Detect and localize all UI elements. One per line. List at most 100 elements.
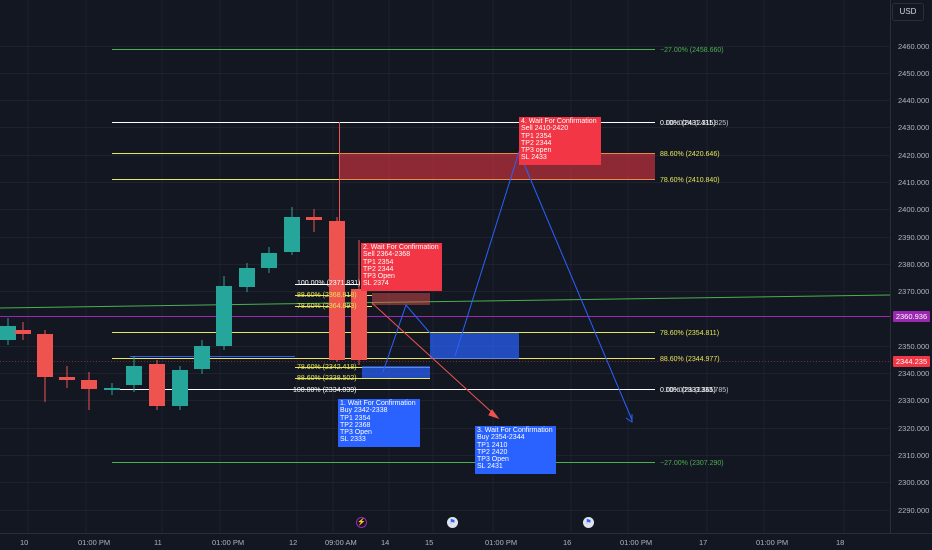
price-axis-label: 2370.000 xyxy=(898,287,929,296)
trend-line xyxy=(0,294,891,309)
fib-label: 88.60% (2338.502) xyxy=(297,375,357,382)
price-axis-labels: 2460.000 2450.000 2440.000 2430.000 2420.000… xyxy=(898,42,929,515)
sell-zone-mid[interactable] xyxy=(372,293,430,305)
time-axis-label: 16 xyxy=(563,538,571,547)
price-axis-label: 2440.000 xyxy=(898,96,929,105)
fib-label: 100.00% (2371.831) xyxy=(297,280,360,287)
fib-label: 0.00% (2431.315) xyxy=(660,120,716,127)
time-axis-label: 14 xyxy=(381,538,389,547)
bear-candle xyxy=(306,217,322,220)
time-axis-labels: 10 01:00 PM 11 01:00 PM 12 09:00 AM 14 15 01:00 … xyxy=(20,538,844,547)
price-scale[interactable] xyxy=(890,0,932,533)
time-axis-label: 01:00 PM xyxy=(485,538,517,547)
buy-zone-right[interactable] xyxy=(430,333,519,359)
annotation-line: TP2 2344 xyxy=(363,265,394,273)
bear-candle xyxy=(59,377,75,380)
annotation-line: TP2 2420 xyxy=(477,448,508,456)
time-axis-label: 01:00 PM xyxy=(756,538,788,547)
time-axis-label: 12 xyxy=(289,538,297,547)
annotation-line: Sell 2410-2420 xyxy=(521,125,569,133)
bear-candle xyxy=(329,221,345,360)
price-axis-label: 2310.000 xyxy=(898,451,929,460)
annotation-line: TP3 open xyxy=(521,147,552,155)
annotation-line: Buy 2354-2344 xyxy=(477,434,525,442)
annotation-line: TP1 2354 xyxy=(521,132,552,140)
price-axis-label: 2430.000 xyxy=(898,123,929,132)
bear-candle xyxy=(351,289,367,360)
annotation-line: 1. Wait For Confirmation xyxy=(340,400,416,407)
bull-candle xyxy=(0,326,16,340)
fib-label: 88.60% (2368.818) xyxy=(297,292,357,299)
bear-candle xyxy=(81,380,97,389)
annotation-line: TP1 2354 xyxy=(340,414,371,422)
lightning-icon[interactable]: ⚡ xyxy=(356,517,367,528)
time-axis-label: 01:00 PM xyxy=(212,538,244,547)
price-axis-label: 2400.000 xyxy=(898,205,929,214)
fib-label: 78.60% (2354.811) xyxy=(660,330,719,337)
time-axis-label: 10 xyxy=(20,538,28,547)
fib-label: 100.00% (2431.825) xyxy=(665,120,728,127)
annotation-line: SL 2374 xyxy=(363,280,389,288)
time-axis-label: 18 xyxy=(836,538,844,547)
sell-zone-upper[interactable] xyxy=(339,153,655,180)
price-axis-label: 2340.000 xyxy=(898,369,929,378)
annotation-line: SL 2433 xyxy=(521,154,547,162)
bear-candle xyxy=(37,334,53,377)
price-axis-label: 2290.000 xyxy=(898,506,929,515)
annotation-line: TP1 2410 xyxy=(477,441,508,449)
annotation-line: TP3 Open xyxy=(363,273,395,281)
fib-label: 88.60% (2344.977) xyxy=(660,356,720,363)
fib-label: 100.00% (2333.785) xyxy=(665,387,728,394)
annotation-line: SL 2431 xyxy=(477,463,503,471)
bull-candle xyxy=(239,268,255,287)
annotation-line: TP1 2354 xyxy=(363,258,394,266)
fib-label: 0.00% (2333.365) xyxy=(660,387,716,394)
fib-label: −27.00% (2458.660) xyxy=(660,47,724,54)
last-price-tag: 2344.235 xyxy=(893,356,930,367)
time-axis-label: 01:00 PM xyxy=(620,538,652,547)
fib-label: 100.00% (2334.039) xyxy=(293,387,356,394)
price-axis-label: 2450.000 xyxy=(898,69,929,78)
fib-labels: −27.00% (2458.660) 0.00% (2431.315) 100.… xyxy=(293,47,728,467)
annotation-line: SL 2333 xyxy=(340,436,366,444)
time-axis-label: 01:00 PM xyxy=(78,538,110,547)
annotation-sell-4[interactable]: 4. Wait For Confirmation Sell 2410-2420 … xyxy=(519,117,601,165)
time-scale[interactable] xyxy=(0,533,890,550)
price-axis-label: 2420.000 xyxy=(898,151,929,160)
fib-label: 78.60% (2364.893) xyxy=(297,303,357,310)
currency-button[interactable]: USD xyxy=(892,3,924,21)
us-flag-icon[interactable]: ⚑ xyxy=(447,517,458,528)
bear-candle xyxy=(149,364,165,406)
fib-label: 78.60% (2342.418) xyxy=(297,364,357,371)
bear-candle xyxy=(15,330,31,334)
time-axis-label: 15 xyxy=(425,538,433,547)
us-flag-icon[interactable]: ⚑ xyxy=(583,517,594,528)
bull-candle xyxy=(194,346,210,369)
bull-candle xyxy=(284,217,300,252)
annotation-line: TP2 2368 xyxy=(340,421,371,429)
annotation-sell-2[interactable]: 2. Wait For Confirmation Sell 2364-2368 … xyxy=(361,243,442,291)
annotation-buy-1[interactable]: 1. Wait For Confirmation Buy 2342-2338 T… xyxy=(338,399,420,447)
annotation-line: TP2 2344 xyxy=(521,139,552,147)
current-price-tag: 2360.936 xyxy=(893,311,930,322)
price-axis-label: 2460.000 xyxy=(898,42,929,51)
annotation-line: 3. Wait For Confirmation xyxy=(477,427,553,434)
annotation-line: Sell 2364-2368 xyxy=(363,251,411,259)
candlestick-series xyxy=(0,207,367,410)
bull-candle xyxy=(172,370,188,406)
price-axis-label: 2410.000 xyxy=(898,178,929,187)
annotation-buy-3[interactable]: 3. Wait For Confirmation Buy 2354-2344 T… xyxy=(475,426,556,474)
bull-candle xyxy=(261,253,277,268)
fib-label: −27.00% (2307.290) xyxy=(660,460,724,467)
time-axis-label: 11 xyxy=(154,538,162,547)
buy-zone-low[interactable] xyxy=(362,366,430,378)
annotation-line: TP3 Open xyxy=(477,456,509,464)
price-axis-label: 2350.000 xyxy=(898,342,929,351)
annotation-line: 2. Wait For Confirmation xyxy=(363,244,439,251)
price-axis-label: 2300.000 xyxy=(898,478,929,487)
price-axis-label: 2320.000 xyxy=(898,424,929,433)
fib-label: 78.60% (2410.840) xyxy=(660,177,720,184)
price-axis-label: 2390.000 xyxy=(898,233,929,242)
bull-candle xyxy=(104,388,120,390)
